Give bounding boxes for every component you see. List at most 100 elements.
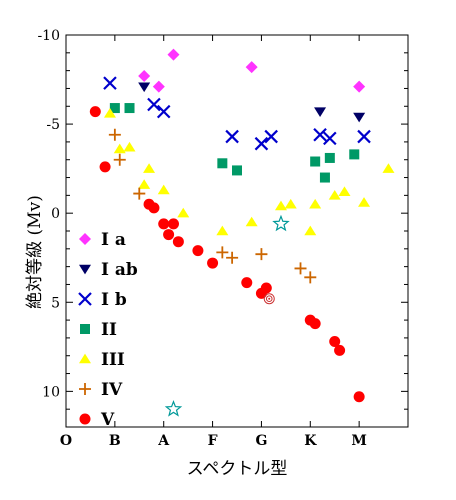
data-point (156, 104, 171, 119)
data-point (99, 161, 111, 173)
x-category-label: M (351, 433, 367, 449)
data-point (157, 184, 170, 195)
data-point (148, 202, 160, 214)
sun-dot (268, 297, 271, 300)
data-point (79, 383, 91, 395)
data-point (349, 149, 360, 160)
y-tick-label: -10 (37, 28, 60, 44)
data-point (329, 335, 341, 347)
legend-label: II (101, 320, 117, 340)
data-point (225, 129, 239, 144)
data-point (309, 318, 321, 330)
data-point (79, 353, 91, 364)
data-point (133, 187, 146, 200)
x-category-label: F (208, 433, 218, 449)
data-point (158, 218, 170, 230)
sun-ring (263, 293, 275, 305)
x-category-label: G (255, 433, 267, 449)
y-tick-labels: -10 -5 0 5 10 (37, 28, 60, 400)
y-tick-label: 5 (51, 295, 60, 311)
data-point (89, 106, 101, 118)
data-point (264, 129, 278, 144)
x-category-label: K (304, 433, 317, 449)
data-point (353, 391, 365, 403)
legend-label: V (100, 410, 115, 430)
data-point (123, 141, 136, 152)
legend-label: I ab (101, 260, 138, 280)
legend-label: I b (101, 290, 127, 310)
data-point (113, 153, 126, 166)
data-point (138, 179, 151, 189)
data-point (309, 198, 322, 209)
data-point (216, 225, 229, 236)
axis-ticks (66, 35, 408, 428)
data-point (79, 413, 91, 425)
data-point (284, 198, 297, 209)
data-point (310, 156, 321, 167)
data-point (241, 277, 253, 289)
y-tick-label: -5 (46, 117, 60, 133)
data-point (113, 143, 126, 154)
data-point (313, 128, 327, 142)
data-point (353, 112, 366, 123)
data-point (226, 251, 239, 264)
data-point (108, 128, 121, 141)
data-point (124, 103, 135, 114)
x-category-label: O (60, 433, 72, 449)
y-axis-label: 絶対等級 (Mv) (25, 195, 45, 309)
legend-label: I a (101, 230, 126, 250)
data-point (143, 163, 156, 173)
data-point (274, 200, 287, 211)
data-point (138, 69, 151, 82)
data-point (319, 172, 330, 183)
data-point (255, 248, 268, 261)
data-point (323, 131, 337, 146)
data-point (79, 233, 91, 245)
sun-ring (265, 295, 273, 303)
data-point (109, 103, 120, 114)
data-point (167, 48, 180, 61)
y-tick-label: 10 (42, 384, 60, 400)
data-point (216, 246, 229, 259)
data-point (272, 214, 290, 232)
data-point (147, 97, 161, 112)
data-point (254, 136, 269, 151)
data-point (328, 189, 341, 200)
y-tick-label: 0 (51, 206, 60, 222)
data-point (103, 76, 117, 90)
data-point (177, 207, 190, 218)
data-point (357, 129, 371, 144)
data-point (207, 257, 219, 269)
data-point (304, 271, 317, 284)
data-point (304, 225, 317, 236)
data-point (163, 229, 175, 241)
data-point (79, 264, 91, 275)
data-point (353, 80, 366, 93)
data-point (167, 218, 179, 230)
x-category-label: B (109, 433, 121, 449)
x-axis-label: スペクトル型 (187, 459, 288, 479)
data-point (103, 108, 116, 118)
data-points (89, 48, 395, 417)
data-point (164, 400, 183, 417)
data-point (324, 152, 335, 163)
data-point (192, 245, 204, 257)
data-point (245, 61, 258, 74)
data-point (314, 107, 327, 118)
data-point (334, 344, 346, 356)
data-point (80, 324, 90, 334)
legend-label: III (101, 350, 125, 370)
data-point (358, 197, 371, 207)
data-point (78, 292, 92, 306)
data-point (172, 236, 184, 248)
x-category-label: A (157, 433, 170, 449)
data-point (232, 165, 242, 176)
data-point (217, 158, 228, 169)
data-point (294, 262, 307, 275)
data-point (263, 293, 275, 305)
data-point (245, 216, 258, 227)
legend-label: IV (101, 380, 123, 400)
